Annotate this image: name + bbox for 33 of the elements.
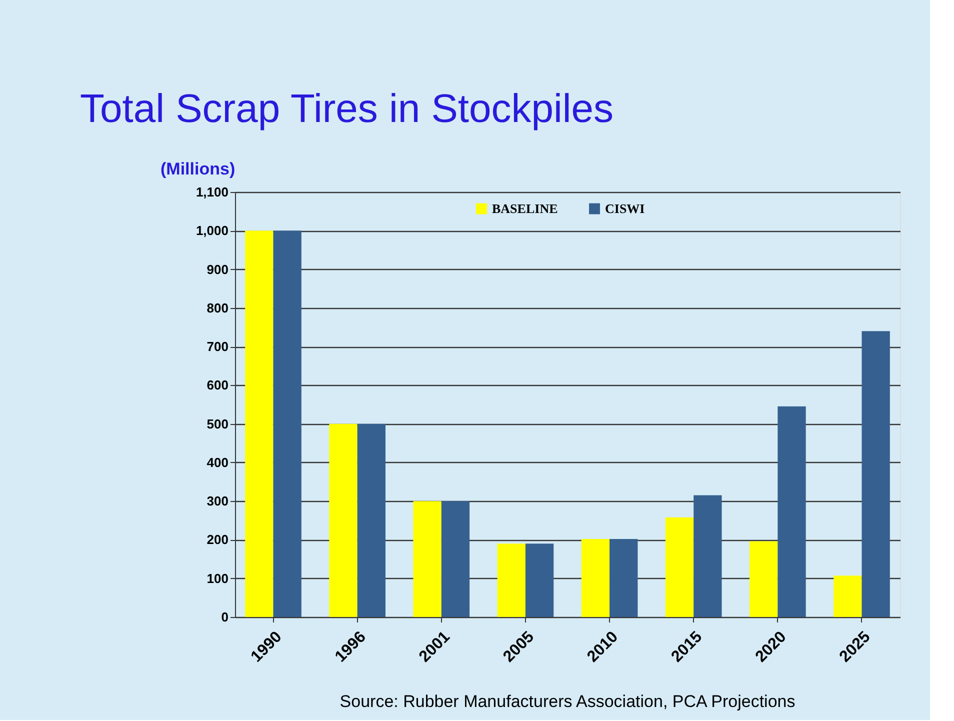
legend-label: BASELINE	[492, 200, 558, 216]
chart-title: Total Scrap Tires in Stockpiles	[80, 87, 614, 131]
y-tick-label: 300	[206, 494, 228, 509]
bar	[862, 331, 890, 617]
y-tick-label: 0	[221, 610, 228, 624]
y-tick-label: 800	[206, 300, 228, 316]
y-tick-label: 700	[206, 339, 228, 354]
bar	[525, 544, 554, 617]
bar	[273, 230, 302, 617]
bar	[610, 538, 638, 617]
y-tick-label: 500	[206, 416, 228, 432]
bar	[665, 517, 694, 617]
legend-label: CISWI	[605, 200, 645, 216]
bar	[497, 544, 526, 617]
bar	[581, 538, 610, 617]
bar	[778, 406, 806, 617]
bar	[357, 424, 386, 617]
source-note: Source: Rubber Manufacturers Association, PCA Projections	[340, 692, 796, 711]
y-tick-label: 400	[206, 454, 228, 470]
y-tick-label: 200	[206, 532, 228, 548]
bar	[413, 501, 442, 617]
y-tick-label: 1,000	[196, 223, 228, 238]
y-tick-label: 900	[206, 262, 228, 277]
bar	[750, 541, 778, 617]
y-tick-label: 600	[206, 378, 228, 393]
y-tick-label: 100	[206, 570, 228, 586]
bar	[441, 501, 470, 617]
bar	[834, 576, 862, 617]
bar	[245, 230, 274, 617]
y-axis-title: (Millions)	[160, 160, 236, 178]
bar	[329, 424, 358, 617]
bar	[694, 495, 722, 617]
y-tick-label: 1,100	[196, 184, 228, 200]
